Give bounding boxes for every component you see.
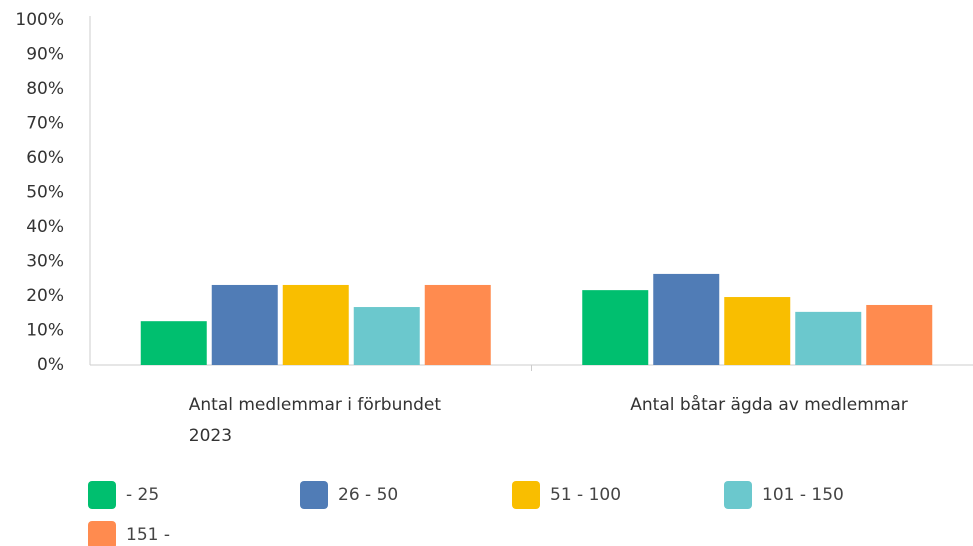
legend-label: 51 - 100 [550, 485, 622, 505]
bar [866, 304, 933, 365]
legend-item: 26 - 50 [300, 478, 512, 512]
bar [424, 284, 491, 365]
bar [282, 284, 349, 365]
legend-swatch [724, 481, 752, 509]
y-tick-label: 20% [26, 286, 64, 306]
legend-swatch [88, 481, 116, 509]
bar [211, 284, 278, 365]
y-tick-label: 10% [26, 321, 64, 341]
legend-swatch [300, 481, 328, 509]
y-tick-label: 30% [26, 252, 64, 272]
legend-label: - 25 [126, 485, 160, 505]
y-tick-label: 80% [26, 79, 64, 99]
y-tick-label: 0% [37, 355, 64, 375]
y-tick-label: 70% [26, 114, 64, 134]
y-tick-label: 60% [26, 148, 64, 168]
x-tick-label: Antal båtar ägda av medlemmar [630, 395, 908, 415]
y-tick-label: 90% [26, 45, 64, 65]
legend: - 25 26 - 50 51 - 100 101 - 150 151 - [88, 478, 968, 546]
legend-swatch [88, 521, 116, 546]
y-tick-label: 40% [26, 217, 64, 237]
legend-item: 101 - 150 [724, 478, 936, 512]
bar [353, 307, 420, 365]
legend-swatch [512, 481, 540, 509]
bar [795, 311, 862, 365]
bar [653, 273, 720, 365]
legend-label: 101 - 150 [762, 485, 844, 505]
bar [582, 290, 649, 365]
bar [140, 321, 207, 365]
legend-item: 151 - [88, 518, 300, 546]
legend-item: 51 - 100 [512, 478, 724, 512]
legend-label: 26 - 50 [338, 485, 399, 505]
legend-label: 151 - [126, 525, 170, 545]
legend-item: - 25 [88, 478, 300, 512]
y-tick-label: 50% [26, 183, 64, 203]
bar [724, 297, 791, 365]
y-tick-label: 100% [15, 10, 64, 30]
x-tick-label: Antal medlemmar i förbundet 2023 [188, 395, 442, 446]
